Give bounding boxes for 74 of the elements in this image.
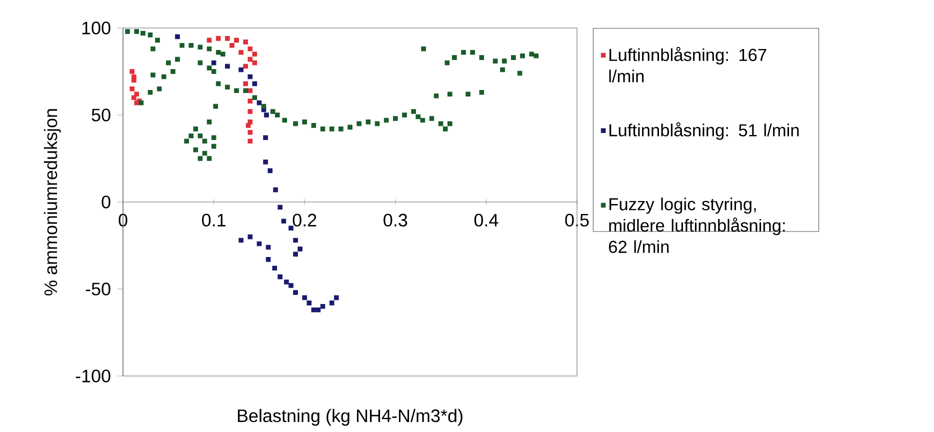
point <box>256 100 262 106</box>
y-tick-label: -50 <box>86 282 110 296</box>
point <box>238 50 244 55</box>
point <box>225 64 230 69</box>
point <box>248 234 253 240</box>
x-tick-label: 0.2 <box>292 214 316 227</box>
y-tick-label: 0 <box>102 196 110 208</box>
point <box>311 307 316 312</box>
point <box>130 86 134 92</box>
point <box>131 74 136 80</box>
legend-label: Fuzzy logic styring, midlere luftinnblåsning: 62 l/min <box>608 198 785 254</box>
point <box>248 109 253 114</box>
x-tick-label: 0.5 <box>565 214 589 227</box>
point <box>248 98 253 104</box>
point <box>284 280 289 284</box>
point <box>302 295 308 300</box>
point <box>238 238 244 243</box>
point <box>248 56 253 62</box>
y-tick-label: 100 <box>82 22 110 34</box>
y-tick-label: 50 <box>92 108 110 122</box>
point <box>252 60 258 66</box>
point <box>230 42 234 48</box>
point <box>298 246 302 252</box>
point <box>243 64 248 69</box>
point <box>316 307 321 312</box>
point <box>248 138 253 144</box>
point <box>211 60 216 66</box>
point <box>206 38 212 43</box>
point <box>248 88 253 94</box>
point <box>306 300 312 306</box>
point <box>281 218 286 224</box>
point <box>248 46 253 52</box>
point <box>130 69 134 74</box>
point <box>243 81 248 86</box>
point <box>266 257 271 262</box>
point <box>278 274 282 280</box>
point <box>263 135 268 140</box>
point <box>252 52 258 56</box>
point <box>234 38 239 43</box>
x-axis-title: Belastning (kg NH4-N/m3*d) <box>238 408 462 426</box>
point <box>293 252 298 257</box>
legend-label: Luftinnblåsning: 167 l/min <box>609 46 766 82</box>
point <box>264 112 269 118</box>
point <box>248 74 253 80</box>
point <box>238 67 244 72</box>
point <box>288 283 294 288</box>
point <box>273 187 278 192</box>
point <box>288 226 294 231</box>
legend-label: Luftinnblåsning: 51 l/min <box>610 122 799 140</box>
point <box>134 92 140 97</box>
y-tick-label: -100 <box>76 370 110 382</box>
point <box>246 123 251 128</box>
point <box>293 238 298 243</box>
point <box>131 95 136 100</box>
point <box>263 160 268 164</box>
x-tick-label: 0.3 <box>384 214 408 227</box>
point <box>225 36 230 41</box>
point <box>334 295 339 300</box>
point <box>329 300 334 306</box>
x-tick-label: 0.4 <box>474 214 498 227</box>
point <box>256 241 262 246</box>
point <box>216 36 221 41</box>
point <box>320 304 326 309</box>
point <box>243 40 248 44</box>
y-axis-title: % ammoniumreduksjon <box>44 109 61 296</box>
point <box>248 130 253 135</box>
point <box>252 81 258 86</box>
point <box>293 290 298 295</box>
point <box>278 204 282 210</box>
x-tick-label: 0 <box>118 214 128 227</box>
point <box>175 34 180 40</box>
point <box>272 266 278 271</box>
x-tick-label: 0.1 <box>202 214 226 227</box>
point <box>268 168 273 174</box>
